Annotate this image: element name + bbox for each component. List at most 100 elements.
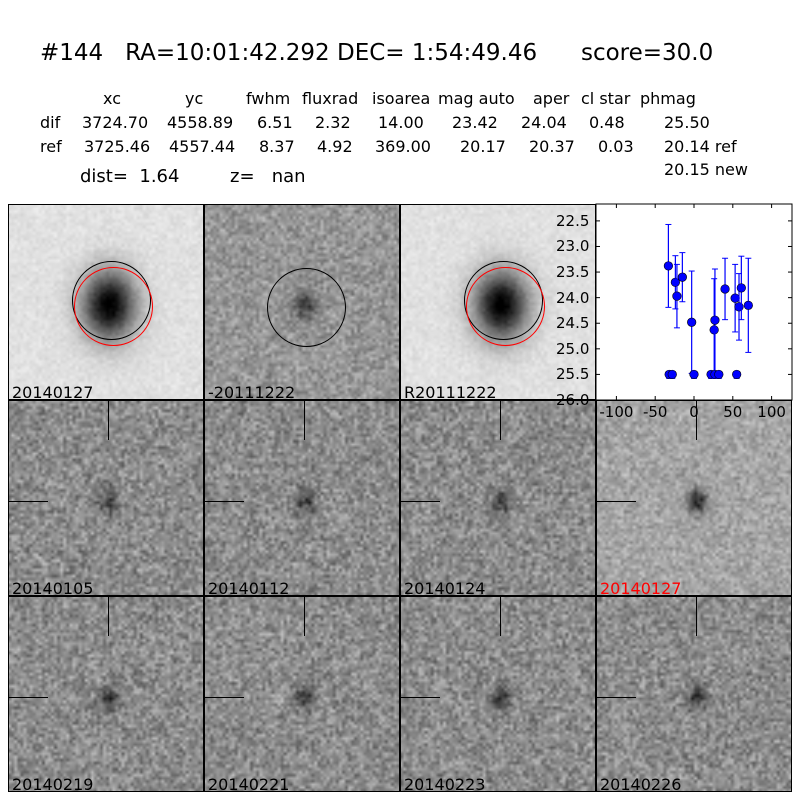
column-header: fwhm bbox=[246, 89, 291, 108]
stamp-date-label: 20140219 bbox=[12, 775, 94, 792]
data-point bbox=[710, 315, 720, 325]
crosshair-horizontal bbox=[204, 501, 244, 502]
lightcurve-svg bbox=[595, 203, 793, 401]
stamp-image bbox=[400, 596, 596, 792]
crosshair-vertical bbox=[500, 596, 501, 636]
data-point bbox=[714, 369, 724, 380]
image-stamp: 20140127 bbox=[596, 400, 792, 596]
image-stamp: R20111222 bbox=[400, 204, 596, 400]
crosshair-horizontal bbox=[596, 697, 636, 698]
image-stamp: 20140226 bbox=[596, 596, 792, 792]
row-label: ref bbox=[40, 137, 62, 156]
table-cell: 20.17 bbox=[460, 137, 506, 156]
crosshair-horizontal bbox=[8, 697, 48, 698]
image-stamp: 20140105 bbox=[8, 400, 204, 596]
black-aperture-circle bbox=[267, 268, 346, 347]
column-header: yc bbox=[185, 89, 204, 108]
stamp-date-label: 20140112 bbox=[208, 579, 290, 596]
title: #144 RA=10:01:42.292 DEC= 1:54:49.46 sco… bbox=[40, 40, 714, 66]
x-tick-label: 100 bbox=[757, 403, 786, 421]
table-cell: 14.00 bbox=[378, 113, 424, 132]
stamp-image bbox=[204, 596, 400, 792]
stamp-image bbox=[8, 596, 204, 792]
table-cell: 4557.44 bbox=[169, 137, 236, 156]
image-stamp: 20140223 bbox=[400, 596, 596, 792]
image-stamp: -20111222 bbox=[204, 204, 400, 400]
x-tick-label: -50 bbox=[642, 403, 668, 421]
data-point bbox=[743, 300, 753, 310]
y-tick-label: 25.5 bbox=[556, 365, 590, 384]
table-cell: 6.51 bbox=[257, 113, 293, 132]
data-point bbox=[689, 369, 699, 380]
column-header: isoarea bbox=[372, 89, 431, 108]
table-cell: 23.42 bbox=[452, 113, 498, 132]
dist-text: dist= 1.64 bbox=[80, 166, 180, 187]
crosshair-vertical bbox=[108, 596, 109, 636]
y-tick-label: 23.0 bbox=[556, 237, 590, 256]
data-point bbox=[672, 291, 682, 301]
table-cell: 3725.46 bbox=[84, 137, 151, 156]
column-header: phmag bbox=[640, 89, 696, 108]
x-tick-label: 0 bbox=[689, 403, 699, 421]
red-aperture-circle bbox=[466, 267, 545, 346]
column-header: cl star bbox=[581, 89, 631, 108]
crosshair-horizontal bbox=[8, 501, 48, 502]
red-aperture-circle bbox=[74, 267, 153, 346]
crosshair-vertical bbox=[696, 400, 697, 440]
image-stamp: 20140221 bbox=[204, 596, 400, 792]
table-cell: 20.14 ref bbox=[664, 137, 737, 156]
table-cell: 8.37 bbox=[259, 137, 295, 156]
data-point bbox=[732, 369, 742, 380]
stamp-image bbox=[204, 400, 400, 596]
table-cell: 0.48 bbox=[589, 113, 625, 132]
table-cell: 2.32 bbox=[315, 113, 351, 132]
lightcurve-plot bbox=[595, 203, 793, 401]
table-cell: 24.04 bbox=[521, 113, 567, 132]
row-label: dif bbox=[40, 113, 61, 132]
stamp-date-label: R20111222 bbox=[404, 383, 497, 400]
crosshair-vertical bbox=[304, 596, 305, 636]
crosshair-horizontal bbox=[596, 501, 636, 502]
table-cell: 0.03 bbox=[598, 137, 634, 156]
data-point bbox=[677, 272, 687, 282]
y-tick-label: 22.5 bbox=[556, 211, 590, 230]
image-stamp: 20140124 bbox=[400, 400, 596, 596]
stamp-date-label: 20140105 bbox=[12, 579, 94, 596]
x-tick-label: 50 bbox=[723, 403, 743, 421]
data-point bbox=[667, 369, 677, 380]
table-cell: 369.00 bbox=[375, 137, 431, 156]
stamp-date-label: 20140226 bbox=[600, 775, 682, 792]
data-point bbox=[734, 302, 744, 312]
stamp-date-label: 20140124 bbox=[404, 579, 486, 596]
column-header: fluxrad bbox=[302, 89, 359, 108]
y-tick-label: 23.5 bbox=[556, 263, 590, 282]
data-point bbox=[736, 283, 746, 293]
y-tick-label: 24.5 bbox=[556, 314, 590, 333]
column-header: xc bbox=[103, 89, 121, 108]
table-cell: 3724.70 bbox=[82, 113, 149, 132]
crosshair-horizontal bbox=[204, 697, 244, 698]
data-point bbox=[709, 325, 719, 335]
table-cell: 20.37 bbox=[529, 137, 575, 156]
stamp-image bbox=[596, 400, 792, 596]
crosshair-vertical bbox=[696, 596, 697, 636]
column-header: aper bbox=[533, 89, 570, 108]
phmag-new: 20.15 new bbox=[664, 160, 748, 179]
table-cell: 4.92 bbox=[317, 137, 353, 156]
crosshair-vertical bbox=[500, 400, 501, 440]
crosshair-vertical bbox=[108, 400, 109, 440]
data-point bbox=[720, 284, 730, 294]
table-cell: 25.50 bbox=[664, 113, 710, 132]
stamp-date-label: 20140223 bbox=[404, 775, 486, 792]
crosshair-horizontal bbox=[400, 697, 440, 698]
x-tick-label: -100 bbox=[599, 403, 634, 421]
image-stamp: 20140112 bbox=[204, 400, 400, 596]
stamp-image bbox=[596, 596, 792, 792]
y-tick-label: 25.0 bbox=[556, 339, 590, 358]
stamp-image bbox=[8, 400, 204, 596]
crosshair-horizontal bbox=[400, 501, 440, 502]
y-tick-label: 24.0 bbox=[556, 288, 590, 307]
stamp-date-label: 20140127 bbox=[12, 383, 94, 400]
data-point bbox=[730, 293, 740, 303]
